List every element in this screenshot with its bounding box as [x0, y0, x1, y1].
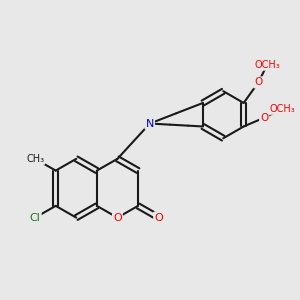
Text: OCH₃: OCH₃: [269, 104, 295, 114]
Text: O: O: [260, 113, 269, 123]
Text: Cl: Cl: [30, 213, 40, 223]
Text: N: N: [146, 118, 154, 128]
Text: O: O: [154, 213, 163, 223]
Text: OCH₃: OCH₃: [254, 60, 280, 70]
Text: O: O: [254, 77, 262, 87]
Text: CH₃: CH₃: [26, 154, 44, 164]
Text: O: O: [113, 213, 122, 223]
